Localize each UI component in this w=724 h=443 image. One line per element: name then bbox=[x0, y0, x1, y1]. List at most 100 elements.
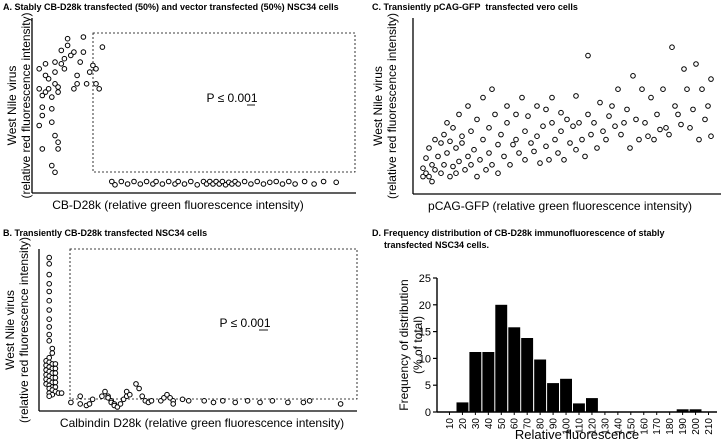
panel-a-dotted-region bbox=[92, 32, 356, 173]
panel-a-data-point bbox=[52, 69, 58, 75]
panel-c-y-label-line1: West Nile virus bbox=[371, 66, 385, 146]
panel-b-data-point bbox=[77, 393, 83, 400]
panel-c-data-point bbox=[573, 146, 579, 153]
panel-c-data-point bbox=[579, 136, 585, 143]
panel-c-data-point bbox=[429, 162, 435, 168]
panel-b-data-point bbox=[46, 393, 53, 400]
panel-d-y-tick-label: 10 bbox=[419, 353, 431, 365]
panel-b-data-point bbox=[68, 399, 74, 406]
panel-a-data-point bbox=[175, 178, 181, 185]
panel-c-data-point bbox=[666, 131, 672, 138]
panel-b-data-point bbox=[46, 281, 53, 287]
panel-a-data-point bbox=[71, 49, 77, 55]
panel-c-data-point bbox=[585, 52, 591, 59]
panel-b-data-point bbox=[46, 288, 53, 295]
panel-a-data-point bbox=[118, 178, 125, 185]
panel-b-data-point bbox=[133, 381, 139, 387]
panel-a-data-point bbox=[301, 178, 308, 185]
panel-c-data-point bbox=[552, 136, 558, 143]
panel-a-data-point bbox=[248, 181, 254, 187]
panel-d-x-label: Relative fluorescence bbox=[515, 427, 639, 442]
panel-d-x-tick-label: 140 bbox=[613, 418, 624, 435]
panel-a-data-point bbox=[96, 86, 102, 92]
panel-c-data-point bbox=[672, 103, 678, 109]
panel-c-data-point bbox=[669, 44, 675, 51]
panel-c-data-point bbox=[624, 106, 630, 113]
panel-c-data-point bbox=[459, 140, 465, 146]
panel-c-data-point bbox=[549, 94, 555, 101]
panel-a-data-point bbox=[143, 178, 150, 185]
panel-a-data-point bbox=[93, 66, 99, 72]
panel-d-x-tick-label: 130 bbox=[600, 418, 611, 435]
panel-c-data-point bbox=[555, 150, 561, 156]
panel-c-data-point bbox=[489, 162, 495, 168]
panel-c-data-point bbox=[426, 173, 432, 180]
panel-b-x-label: Calbindin D28k (relative green fluoresce… bbox=[60, 416, 344, 430]
panel-d-y-tick-label: 25 bbox=[419, 273, 431, 285]
panel-b-data-point bbox=[46, 261, 53, 267]
panel-d-y-label-line1: Frequency of distribution bbox=[397, 279, 411, 410]
panel-a-data-point bbox=[36, 86, 43, 92]
panel-a-data-point bbox=[99, 44, 106, 50]
panel-a-data-point bbox=[124, 181, 131, 187]
panel-c-data-point bbox=[507, 162, 513, 168]
panel-d-bar bbox=[573, 403, 585, 412]
panel-c-x-label: pCAG-GFP (relative green fluorescence in… bbox=[428, 199, 692, 213]
panel-a-data-point bbox=[333, 179, 340, 186]
panel-a-data-point bbox=[165, 178, 172, 185]
panel-a-data-point bbox=[39, 112, 46, 119]
panel-c-data-point bbox=[450, 125, 456, 131]
panel-a-data-point bbox=[320, 178, 327, 185]
panel-c-data-point bbox=[546, 157, 552, 163]
panel-c-data-point bbox=[429, 178, 435, 185]
panel-a-data-point bbox=[77, 59, 83, 65]
panel-c-data-point bbox=[534, 103, 540, 109]
panel-c-data-point bbox=[708, 76, 714, 82]
panel-c-title: C. Transiently pCAG-GFP transfected vero… bbox=[372, 2, 578, 12]
panel-c-data-point bbox=[453, 170, 459, 176]
panel-c-data-point bbox=[627, 145, 633, 151]
panel-b-data-point bbox=[52, 370, 59, 376]
panel-b-data-point bbox=[300, 399, 307, 406]
panel-b-data-point bbox=[46, 254, 53, 261]
panel-c-data-point bbox=[570, 123, 576, 129]
panel-c-data-point bbox=[483, 167, 489, 173]
panel-a-data-point bbox=[55, 146, 61, 152]
panel-c-data-point bbox=[426, 145, 432, 151]
panel-b-data-point bbox=[257, 399, 263, 406]
panel-c-data-point bbox=[495, 170, 501, 176]
panel-c-data-point bbox=[447, 138, 453, 145]
panel-b-data-point bbox=[201, 398, 207, 404]
panel-c-data-point bbox=[522, 128, 528, 134]
panel-d-x-tick-label: 210 bbox=[704, 418, 715, 435]
panel-c-data-point bbox=[516, 150, 522, 156]
panel-a-data-point bbox=[64, 35, 71, 42]
panel-a-data-point bbox=[188, 178, 194, 185]
panel-c-data-point bbox=[471, 146, 477, 153]
panel-c-data-point bbox=[639, 86, 645, 92]
panel-a-data-point bbox=[93, 81, 99, 87]
panel-a-data-point bbox=[235, 181, 241, 187]
panel-d-x-tick-label: 160 bbox=[639, 418, 650, 435]
panel-d-bar bbox=[456, 402, 469, 412]
panel-a-data-point bbox=[260, 181, 267, 187]
panel-d-bar bbox=[521, 338, 534, 412]
panel-a-data-point bbox=[42, 72, 49, 79]
panel-a-data-point bbox=[49, 106, 55, 112]
panel-a-data-point bbox=[86, 69, 93, 75]
panel-c-data-point bbox=[678, 121, 684, 128]
panel-a-data-point bbox=[286, 178, 292, 185]
panel-c-data-point bbox=[585, 111, 591, 118]
panel-a-data-point bbox=[267, 179, 273, 186]
panel-b-data-point bbox=[306, 398, 313, 404]
panel-c-data-point bbox=[696, 136, 702, 143]
panel-c-data-point bbox=[504, 103, 510, 109]
panel-d-x-tick-label: 10 bbox=[445, 418, 456, 430]
panel-d-bar bbox=[560, 378, 572, 412]
panel-d-title-line2: transfected NSC34 cells. bbox=[384, 240, 490, 250]
panel-b-data-point bbox=[127, 391, 133, 398]
panel-c-data-point bbox=[630, 73, 636, 79]
panel-d-x-tick-label: 200 bbox=[691, 418, 702, 435]
panel-c-data-point bbox=[654, 111, 660, 118]
